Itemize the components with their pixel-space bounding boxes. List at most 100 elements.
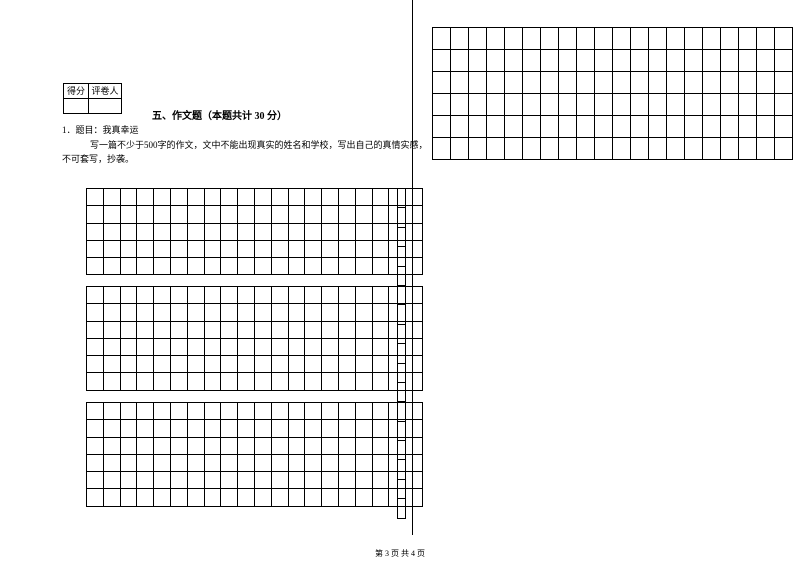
grid-cell xyxy=(187,489,204,506)
grid-cell xyxy=(238,287,255,304)
tail-strip xyxy=(397,188,406,519)
grid-cell xyxy=(120,437,137,454)
grid-cell xyxy=(451,116,469,138)
grid-cell xyxy=(757,116,775,138)
grid-cell xyxy=(372,189,389,206)
grid-cell xyxy=(103,489,120,506)
grid-cell xyxy=(406,403,423,420)
grid-cell xyxy=(667,28,685,50)
grid-cell xyxy=(406,373,423,390)
grid-cell xyxy=(254,472,271,489)
grid-cell xyxy=(541,28,559,50)
grid-cell xyxy=(204,454,221,471)
grid-cell xyxy=(103,206,120,223)
grid-cell xyxy=(137,373,154,390)
grid-cell xyxy=(469,50,487,72)
grid-cell xyxy=(170,403,187,420)
reviewer-cell xyxy=(89,99,122,114)
grid-cell xyxy=(613,50,631,72)
grid-cell xyxy=(338,437,355,454)
grid-cell xyxy=(338,489,355,506)
grid-cell xyxy=(322,403,339,420)
grid-cell xyxy=(288,356,305,373)
grid-cell xyxy=(322,321,339,338)
grid-cell xyxy=(559,116,577,138)
grid-cell xyxy=(187,258,204,275)
grid-cell xyxy=(577,116,595,138)
grid-cell xyxy=(154,356,171,373)
grid-cell xyxy=(355,258,372,275)
tail-cell xyxy=(398,363,406,382)
grid-cell xyxy=(154,304,171,321)
grid-cell xyxy=(433,116,451,138)
grid-cell xyxy=(523,94,541,116)
grid-cell xyxy=(221,373,238,390)
grid-cell xyxy=(254,240,271,257)
grid-cell xyxy=(685,72,703,94)
grid-cell xyxy=(137,223,154,240)
grid-cell xyxy=(667,116,685,138)
grid-cell xyxy=(137,489,154,506)
grid-cell xyxy=(254,287,271,304)
grid-cell xyxy=(338,240,355,257)
grid-cell xyxy=(87,338,104,355)
grid-cell xyxy=(254,321,271,338)
grid-cell xyxy=(559,50,577,72)
grid-cell xyxy=(87,373,104,390)
grid-cell xyxy=(137,454,154,471)
composition-grid xyxy=(86,188,423,275)
grid-cell xyxy=(338,189,355,206)
grid-cell xyxy=(87,356,104,373)
grid-cell xyxy=(103,223,120,240)
grid-cell xyxy=(305,420,322,437)
grid-cell xyxy=(406,420,423,437)
grid-cell xyxy=(87,454,104,471)
grid-cell xyxy=(322,373,339,390)
grid-cell xyxy=(703,116,721,138)
grid-cell xyxy=(288,258,305,275)
grid-cell xyxy=(87,223,104,240)
grid-cell xyxy=(187,356,204,373)
grid-cell xyxy=(154,454,171,471)
grid-cell xyxy=(87,304,104,321)
grid-cell xyxy=(137,338,154,355)
tail-cell xyxy=(398,305,406,324)
grid-cell xyxy=(221,321,238,338)
grid-cell xyxy=(238,189,255,206)
grid-cell xyxy=(631,50,649,72)
grid-cell xyxy=(238,373,255,390)
grid-cell xyxy=(595,116,613,138)
grid-cell xyxy=(87,489,104,506)
grid-cell xyxy=(372,454,389,471)
grid-cell xyxy=(613,28,631,50)
grid-cell xyxy=(372,489,389,506)
grid-cell xyxy=(577,50,595,72)
grid-cell xyxy=(685,138,703,160)
tail-cell xyxy=(398,421,406,440)
grid-cell xyxy=(87,258,104,275)
grid-cell xyxy=(154,258,171,275)
grid-cell xyxy=(238,437,255,454)
grid-cell xyxy=(305,356,322,373)
grid-cell xyxy=(721,72,739,94)
grid-cell xyxy=(305,189,322,206)
grid-cell xyxy=(685,28,703,50)
grid-cell xyxy=(305,437,322,454)
grid-cell xyxy=(469,94,487,116)
grid-cell xyxy=(739,28,757,50)
grid-cell xyxy=(355,356,372,373)
grid-cell xyxy=(406,258,423,275)
grid-cell xyxy=(187,304,204,321)
grid-cell xyxy=(322,420,339,437)
grid-cell xyxy=(238,321,255,338)
grid-cell xyxy=(322,240,339,257)
grid-cell xyxy=(238,338,255,355)
tail-cell xyxy=(398,189,406,208)
tail-cell xyxy=(398,285,406,304)
grid-cell xyxy=(577,28,595,50)
grid-cell xyxy=(775,50,793,72)
grid-cell xyxy=(739,138,757,160)
grid-cell xyxy=(87,437,104,454)
section-title: 五、作文题（本题共计 30 分） xyxy=(152,107,287,122)
grid-cell xyxy=(238,489,255,506)
